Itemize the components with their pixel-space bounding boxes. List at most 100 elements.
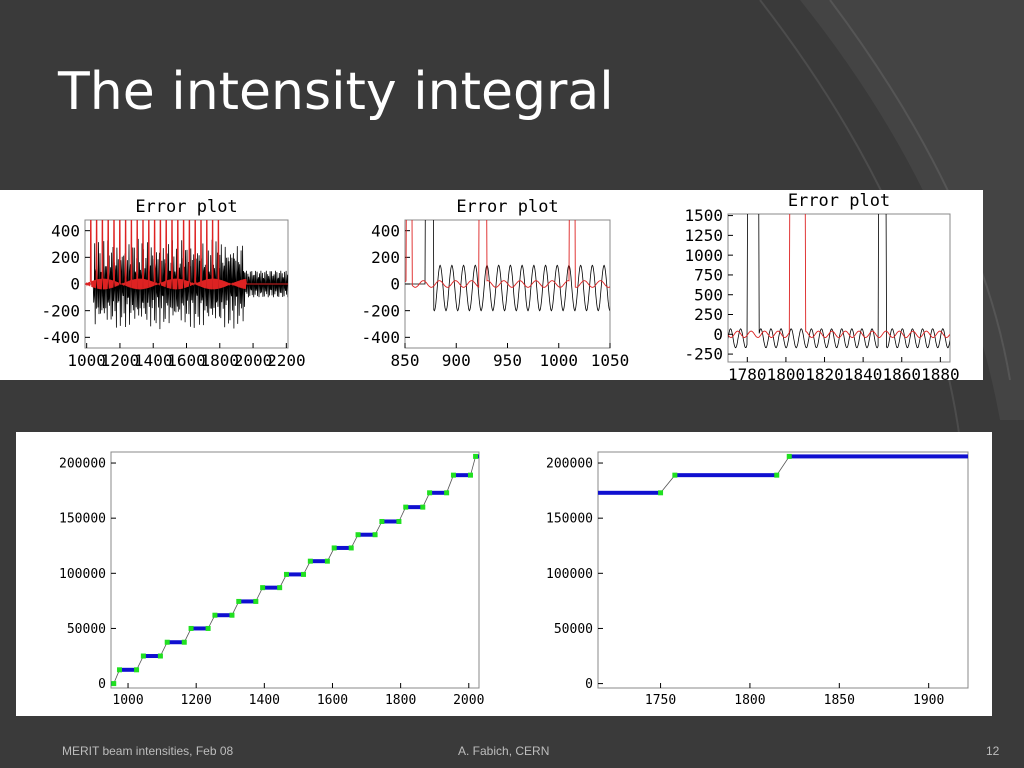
y-tick-label: 250	[694, 305, 723, 324]
x-tick-label: 1880	[921, 365, 960, 380]
integral-plot-zoom: 200000 150000 100000 50000 0 1750 1800 1850 1900	[546, 451, 969, 708]
y-tick-label: 400	[51, 221, 80, 240]
plateau-points	[598, 490, 661, 495]
step-point	[212, 612, 218, 618]
y-tick-label: -200	[361, 301, 400, 320]
plateau-points	[286, 572, 304, 577]
x-tick-label: 1800	[734, 693, 765, 708]
step-point	[348, 545, 354, 551]
step-point	[229, 612, 235, 618]
x-tick-label: 1750	[645, 693, 676, 708]
x-tick-label: 1820	[805, 365, 844, 380]
slide-title: The intensity integral	[58, 62, 614, 122]
step-point	[427, 490, 433, 496]
x-tick-label: 1800	[201, 351, 240, 370]
y-tick-label: 200000	[546, 457, 593, 472]
step-point	[236, 598, 242, 604]
step-point	[205, 625, 211, 631]
x-tick-label: 950	[493, 351, 522, 370]
y-tick-label: 750	[694, 266, 723, 285]
integral-plots-panel: 200000 150000 100000 50000 0 1000 1200 1400 1600…	[16, 432, 992, 716]
plateau-points	[405, 505, 423, 510]
step-point	[140, 653, 146, 659]
plateau-points	[334, 545, 352, 550]
error-plot-2: Error plot 400 200 0 -200 -400 850 900 950 1000 10…	[361, 197, 629, 370]
step-point	[260, 585, 266, 591]
chart-title: Error plot	[456, 197, 558, 217]
step-point	[396, 518, 402, 524]
integral-plot-full: 200000 150000 100000 50000 0 1000 1200 1400 1600…	[59, 451, 484, 708]
step-point	[277, 585, 283, 591]
plateau-points	[143, 654, 161, 659]
plateau-points	[674, 473, 777, 478]
x-tick-label: 1000	[112, 693, 143, 708]
series-red-line	[728, 214, 950, 338]
page-number: 12	[986, 744, 1000, 758]
x-tick-label: 1900	[913, 693, 944, 708]
chart-title: Error plot	[135, 197, 237, 217]
y-tick-label: -250	[684, 345, 723, 364]
step-point	[420, 504, 426, 510]
y-tick-label: 150000	[59, 512, 106, 527]
step-point	[331, 545, 337, 551]
x-tick-label: 1000	[67, 351, 106, 370]
step-point	[672, 472, 678, 478]
series-red-line	[85, 220, 288, 290]
step-point	[774, 472, 780, 478]
series-black-line	[405, 220, 610, 312]
error-plots-panel: Error plot 400 200 0 -200 -400 1000 1200 1400 160…	[0, 190, 983, 384]
footer-center: A. Fabich, CERN	[458, 744, 550, 758]
step-point	[134, 667, 140, 673]
y-tick-label: 200	[371, 248, 400, 267]
step-point	[188, 625, 194, 631]
x-tick-label: 1200	[181, 693, 212, 708]
x-tick-label: 1840	[844, 365, 883, 380]
plateau-points	[119, 667, 137, 672]
x-tick-label: 2000	[453, 693, 484, 708]
x-tick-label: 1850	[824, 693, 855, 708]
plateau-points	[381, 519, 399, 524]
step-point	[117, 667, 123, 673]
y-tick-label: 150000	[546, 512, 593, 527]
plot-frame	[597, 451, 969, 689]
series-black-line	[85, 238, 288, 330]
step-point	[786, 453, 792, 459]
step-point	[444, 490, 450, 496]
chart-title: Error plot	[788, 191, 890, 211]
y-tick-label: 400	[371, 221, 400, 240]
series-black-line	[728, 214, 950, 349]
x-tick-label: 2000	[234, 351, 273, 370]
step-point	[355, 532, 361, 538]
y-tick-label: 0	[585, 677, 593, 692]
plateau-points	[429, 490, 447, 495]
plateau-points	[789, 454, 968, 459]
y-tick-label: 0	[98, 677, 106, 692]
plot-frame	[727, 213, 951, 363]
y-tick-label: 1500	[684, 206, 723, 225]
series-red-line	[405, 220, 610, 288]
y-tick-label: 100000	[59, 567, 106, 582]
x-tick-label: 1400	[249, 693, 280, 708]
integral-line	[113, 455, 479, 684]
x-tick-label: 1780	[728, 365, 767, 380]
plateau-points	[310, 559, 328, 564]
y-tick-label: 1000	[684, 246, 723, 265]
y-tick-label: 0	[390, 275, 400, 294]
y-tick-label: 1250	[684, 226, 723, 245]
y-tick-label: -200	[41, 301, 80, 320]
step-point	[111, 681, 117, 687]
step-point	[164, 639, 170, 645]
x-tick-label: 850	[391, 351, 420, 370]
y-tick-label: -400	[41, 328, 80, 347]
y-tick-label: 100000	[546, 567, 593, 582]
step-point	[473, 453, 479, 459]
step-point	[372, 532, 378, 538]
y-tick-label: 200	[51, 248, 80, 267]
x-tick-label: 1600	[167, 351, 206, 370]
step-point	[301, 571, 307, 577]
plateau-points	[214, 613, 232, 618]
step-point	[403, 504, 409, 510]
plateau-points	[167, 640, 185, 645]
step-point	[658, 490, 664, 496]
